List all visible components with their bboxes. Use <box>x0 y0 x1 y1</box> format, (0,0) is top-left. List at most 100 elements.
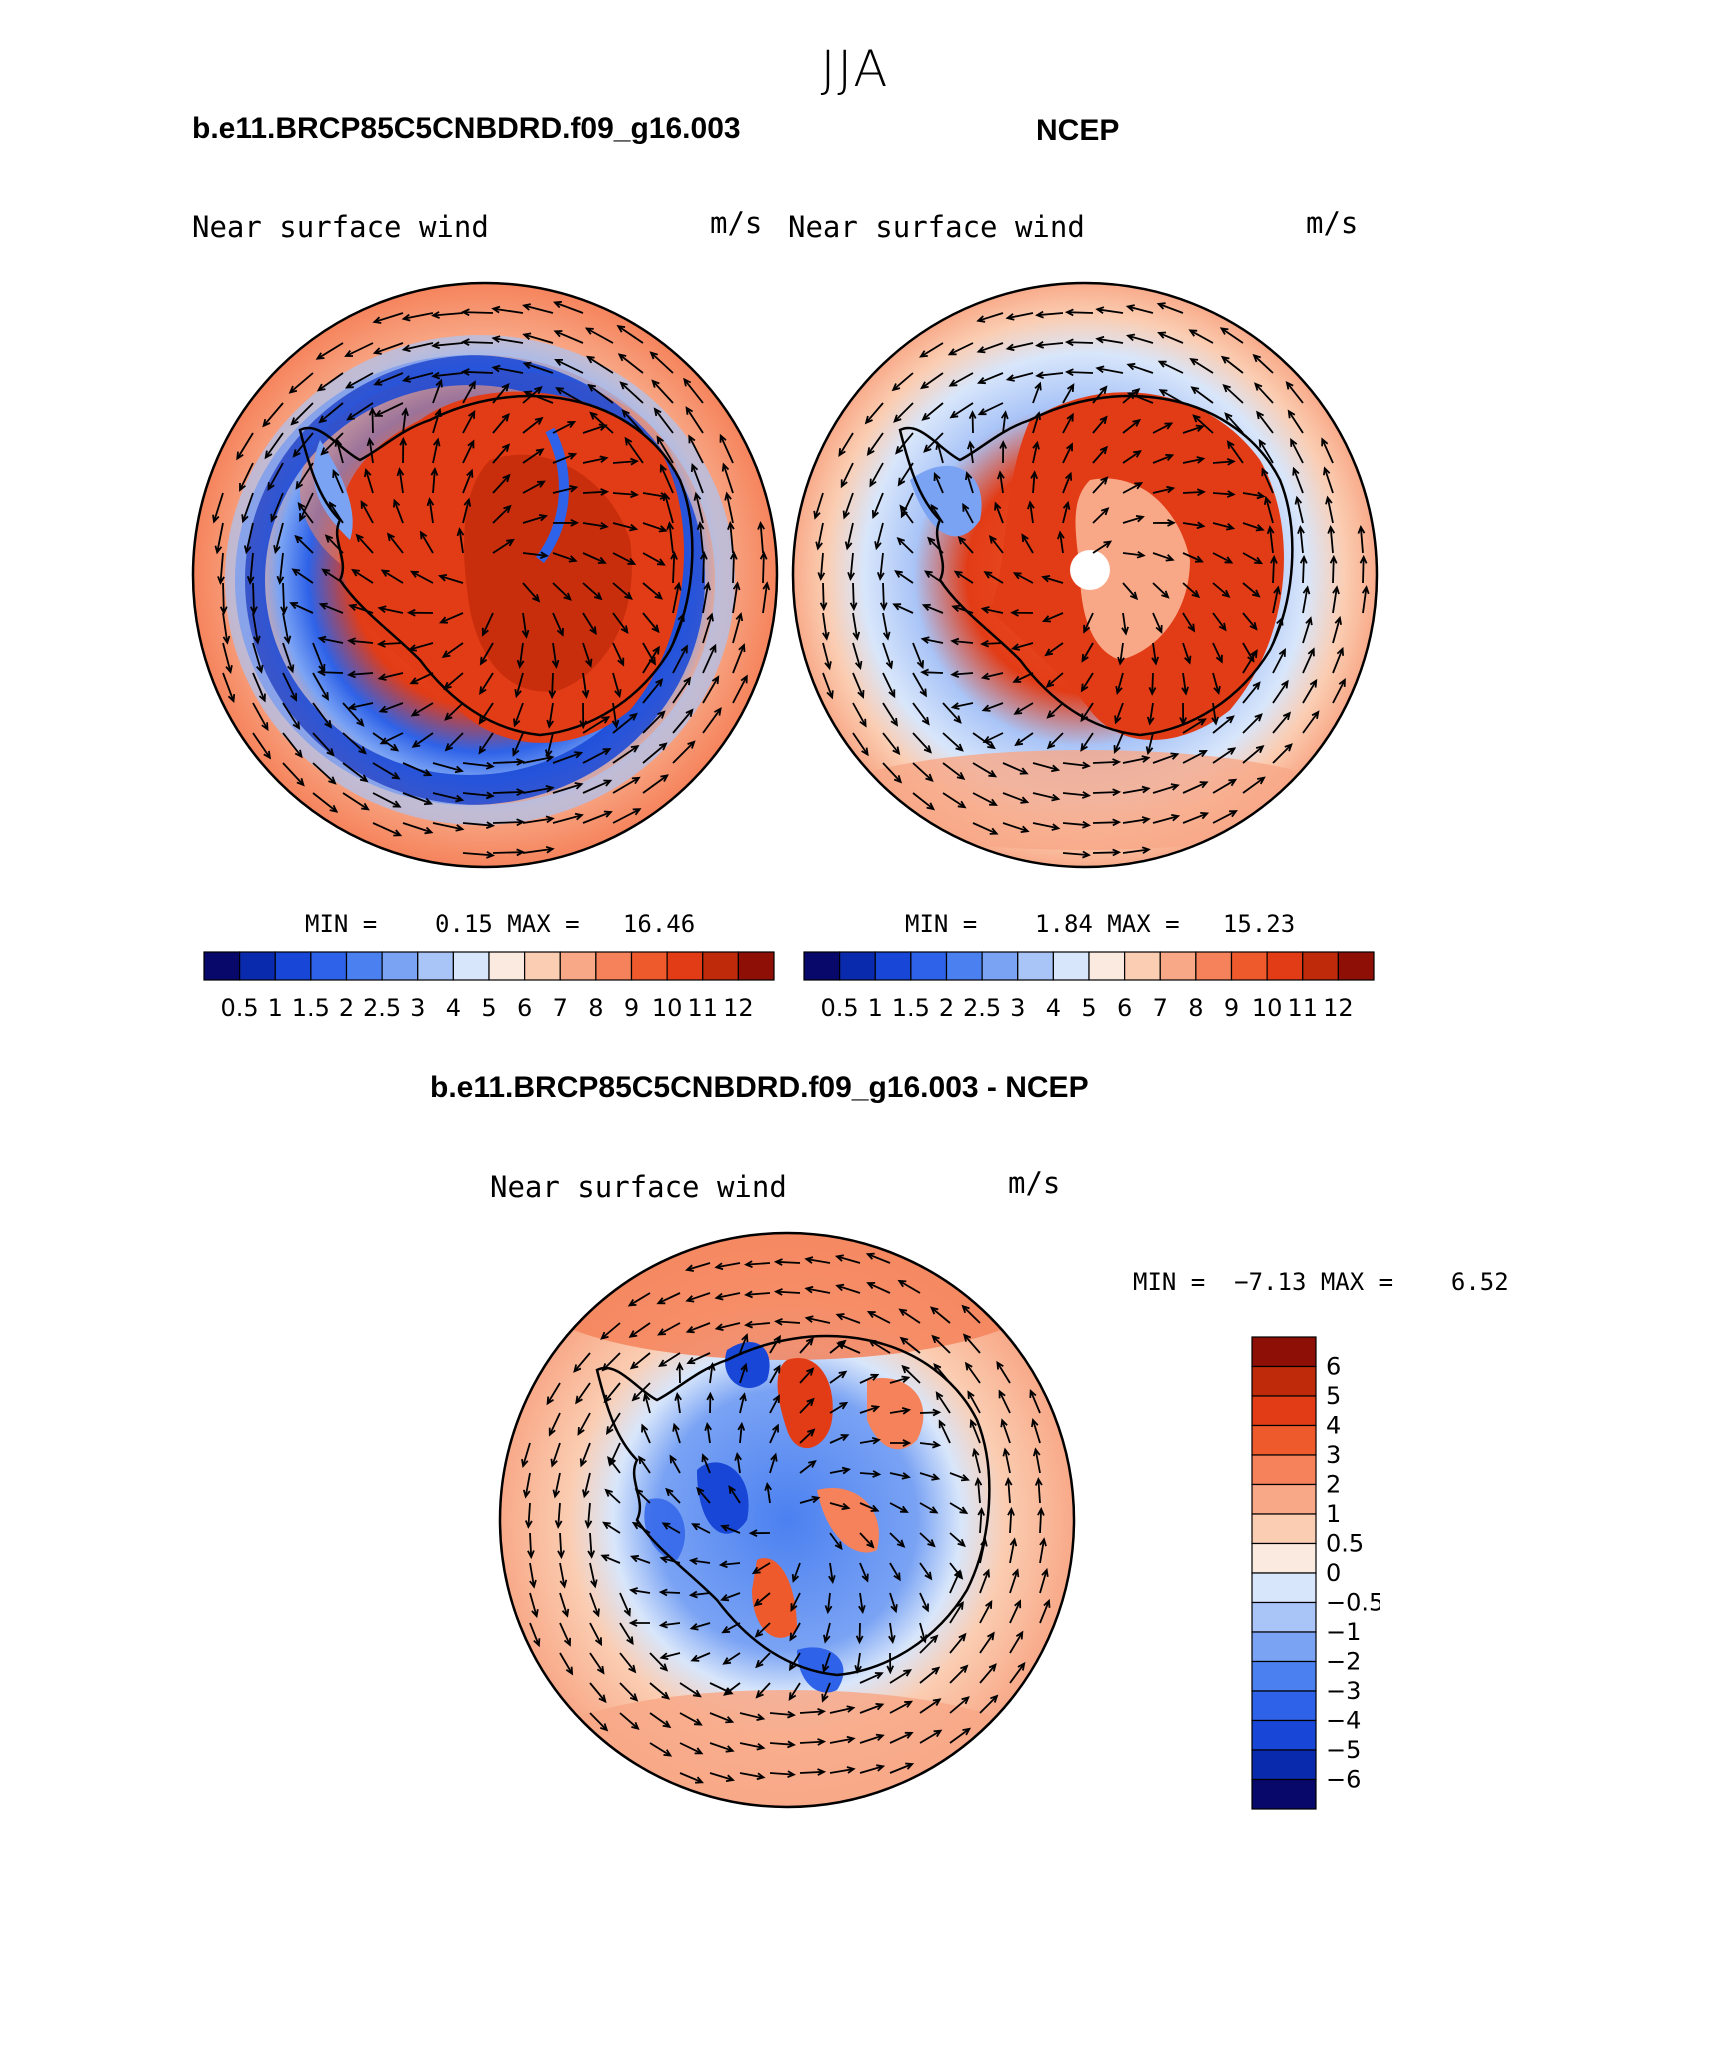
obs-wind-arrow <box>894 570 914 584</box>
obs-wind-arrow <box>1126 392 1154 404</box>
obs-wind-arrow <box>1212 612 1227 632</box>
model-colorbar-swatch <box>452 951 490 981</box>
obs-wind-arrow <box>1242 552 1264 565</box>
model-wind-arrow <box>642 552 666 566</box>
diff-colorbar-swatch <box>1251 1483 1317 1515</box>
model-wind-arrow <box>656 435 674 464</box>
obs-wind-arrow <box>1062 471 1073 494</box>
diff-wind-arrow <box>889 1532 906 1548</box>
model-wind-arrows <box>212 300 771 859</box>
obs-wind-arrow <box>1181 672 1189 696</box>
obs-wind-arrow <box>1357 525 1366 554</box>
model-wind-arrow <box>462 761 495 770</box>
model-wind-arrow <box>522 754 555 764</box>
obs-wind-arrow <box>912 642 924 670</box>
model-wind-arrow <box>250 582 258 616</box>
obs-wind-arrow <box>1212 715 1235 734</box>
diff-wind-arrow <box>804 1315 831 1324</box>
obs-wind-arrow <box>976 312 1004 323</box>
diff-wind-arrow <box>769 1364 781 1384</box>
model-wind-arrow <box>492 788 526 796</box>
obs-wind-arrow <box>1081 642 1094 663</box>
model-wind-arrow <box>582 488 610 496</box>
model-wind-arrow <box>479 642 494 666</box>
model-wind-arrow <box>270 492 284 523</box>
model-wind-arrow <box>759 550 768 584</box>
model-wind-arrow <box>460 338 494 346</box>
obs-wind-arrow <box>1122 785 1151 794</box>
obs-wind-arrow <box>1182 424 1205 434</box>
diff-wind-arrow <box>829 1532 843 1551</box>
diff-wind-arrow <box>769 1394 780 1414</box>
obs-colorbar-tick-label: 8 <box>1188 994 1203 1022</box>
model-wind-arrow <box>402 792 434 806</box>
diff-wind-arrow <box>658 1620 681 1629</box>
model-wind-arrow <box>312 642 326 673</box>
obs-wind-arrow <box>1327 525 1336 554</box>
obs-wind-arrow <box>852 732 869 757</box>
obs-wind-arrow <box>852 642 863 670</box>
obs-colorbar-swatch <box>981 951 1019 981</box>
model-wind-arrow <box>460 308 494 317</box>
diff-wind-arrow <box>739 1742 766 1751</box>
model-wind-arrow <box>426 497 435 524</box>
diff-wind-arrow <box>889 1562 901 1582</box>
diff-wind-arrow <box>628 1587 651 1595</box>
model-colorbar-tick-label: 4 <box>446 994 461 1022</box>
model-wind-arrow <box>522 332 554 344</box>
diff-wind-arrow <box>642 1392 651 1414</box>
obs-wind-arrow <box>912 792 936 811</box>
model-colorbar-tick-label: 5 <box>481 994 496 1022</box>
diff-wind-arrow <box>933 1362 951 1384</box>
diff-wind-arrow <box>829 1735 856 1744</box>
diff-wind-arrow <box>600 1554 621 1564</box>
model-wind-arrow <box>462 409 476 434</box>
model-wind-arrow <box>318 402 344 424</box>
diff-colorbar-tick-label: −3 <box>1326 1677 1361 1705</box>
obs-colorbar-tick-label: 2.5 <box>963 994 1001 1022</box>
model-wind-arrow <box>264 432 284 460</box>
obs-wind-arrow <box>1297 525 1305 554</box>
obs-wind-arrow <box>1272 743 1293 764</box>
model-wind-arrow <box>552 612 564 637</box>
model-wind-arrow <box>347 670 374 679</box>
diff-colorbar-tick-label: 4 <box>1326 1412 1341 1440</box>
obs-colorbar-tick-label: 6 <box>1117 994 1132 1022</box>
obs-wind-arrow <box>1294 495 1304 524</box>
model-colorbar-swatch <box>239 951 276 981</box>
obs-wind-arrow <box>874 522 884 551</box>
obs-wind-arrow <box>1299 554 1308 584</box>
diff-wind-arrow <box>799 1367 815 1384</box>
diff-wind-arrow <box>584 1502 593 1529</box>
model-wind-arrow <box>582 521 609 530</box>
diff-wind-arrow <box>638 1455 651 1474</box>
diff-wind-arrow <box>714 1262 741 1271</box>
diff-wind-arrow <box>829 1705 856 1714</box>
model-wind-arrow <box>522 361 554 374</box>
obs-colorbar-tick-label: 12 <box>1323 994 1354 1022</box>
model-wind-arrow <box>431 311 464 319</box>
diff-wind-arrow <box>739 1333 749 1354</box>
diff-wind-arrow <box>559 1562 568 1589</box>
model-wind-arrow <box>732 612 744 644</box>
model-wind-arrow <box>320 432 344 456</box>
diff-wind-arrow <box>557 1532 565 1560</box>
obs-wind-arrow <box>1272 711 1292 734</box>
diff-wind-arrow <box>573 1352 591 1373</box>
model-colorbar-swatch <box>702 951 739 981</box>
obs-wind-arrow <box>942 762 966 780</box>
diff-colorbar-tick-label: −6 <box>1326 1766 1361 1794</box>
model-wind-arrow <box>462 791 495 800</box>
model-wind-arrow <box>587 383 614 404</box>
obs-wind-arrow <box>1242 649 1258 674</box>
diff-wind-arrow <box>619 1622 634 1646</box>
obs-wind-arrow <box>895 432 914 455</box>
model-wind-arrow <box>688 434 704 464</box>
obs-colorbar-swatch <box>1337 951 1375 981</box>
obs-wind-arrow <box>1242 713 1263 734</box>
diff-wind-arrow <box>661 1522 681 1534</box>
obs-wind-arrow <box>930 503 944 524</box>
model-wind-arrow <box>514 672 524 699</box>
model-colorbar-swatch <box>310 951 348 981</box>
diff-wind-arrow <box>962 1333 981 1354</box>
